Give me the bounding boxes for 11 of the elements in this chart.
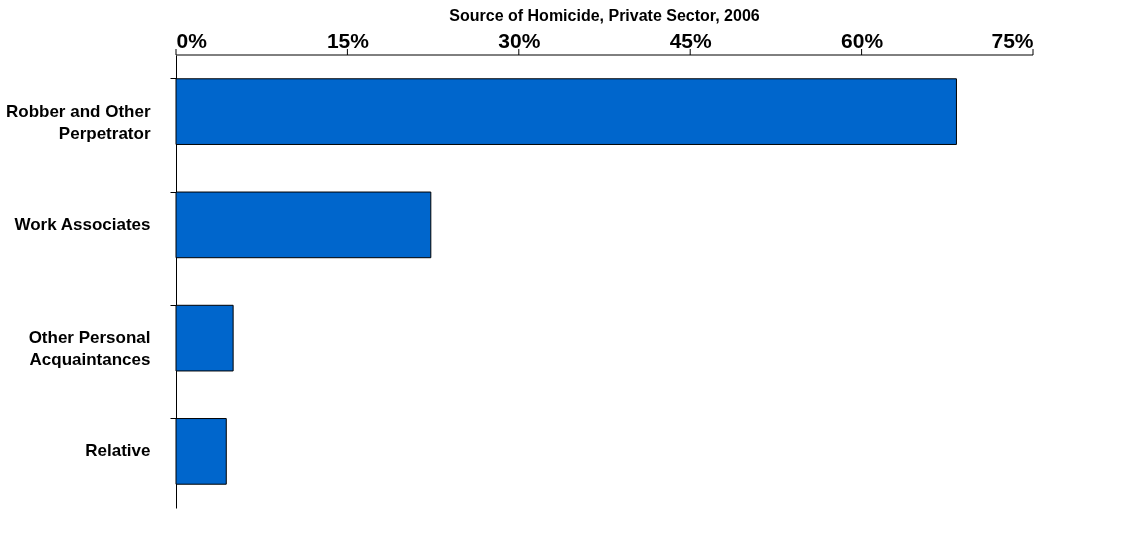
y-tick-label: Work Associates [14,214,151,234]
x-tick-label: 30% [498,28,541,52]
y-tick-label: Relative [85,441,151,461]
x-tick-label: 15% [326,28,370,52]
x-tick-label: 60% [841,28,884,52]
x-tick-label: 75% [991,28,1034,52]
y-tick-label: Other Personal Acquaintances [28,328,151,370]
x-tick-label: 0% [176,28,208,52]
chart-title: Source of Homicide, Private Sector, 2006 [449,7,760,24]
y-tick-label: Robber and Other Perpetrator [5,101,151,143]
x-tick-label: 45% [669,28,713,52]
